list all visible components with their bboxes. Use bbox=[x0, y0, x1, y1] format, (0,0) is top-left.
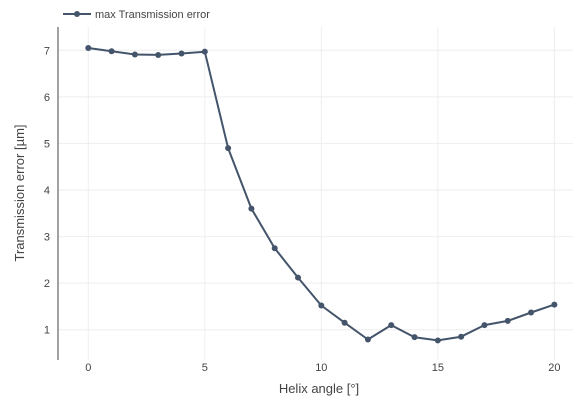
legend[interactable]: max Transmission error bbox=[63, 9, 210, 21]
data-point[interactable] bbox=[201, 48, 208, 55]
gridlines bbox=[58, 27, 573, 360]
x-axis-title: Helix angle [°] bbox=[279, 381, 359, 396]
x-tick-label: 5 bbox=[202, 362, 208, 374]
legend-swatch-marker bbox=[74, 11, 80, 17]
data-point[interactable] bbox=[388, 322, 395, 329]
x-tick-label: 0 bbox=[85, 362, 91, 374]
x-tick-label: 20 bbox=[548, 362, 560, 374]
data-point[interactable] bbox=[504, 317, 511, 324]
y-tick-label: 4 bbox=[44, 185, 50, 197]
data-point[interactable] bbox=[528, 309, 535, 316]
data-point[interactable] bbox=[225, 145, 232, 152]
data-point[interactable] bbox=[155, 51, 162, 58]
y-tick-label: 2 bbox=[44, 278, 50, 290]
data-point[interactable] bbox=[364, 336, 371, 343]
data-point[interactable] bbox=[341, 319, 348, 326]
y-axis-title: Transmission error [µm] bbox=[12, 124, 27, 261]
y-tick-label: 5 bbox=[44, 138, 50, 150]
data-point[interactable] bbox=[85, 44, 92, 51]
data-point[interactable] bbox=[131, 51, 138, 58]
y-tick-label: 7 bbox=[44, 45, 50, 57]
data-point[interactable] bbox=[458, 333, 465, 340]
data-point[interactable] bbox=[434, 337, 441, 344]
data-point[interactable] bbox=[551, 301, 558, 308]
y-tick-labels: 1 2 3 4 5 6 7 bbox=[44, 45, 50, 336]
data-point[interactable] bbox=[178, 50, 185, 57]
legend-label: max Transmission error bbox=[95, 9, 210, 21]
data-point[interactable] bbox=[295, 274, 302, 281]
data-point[interactable] bbox=[318, 302, 325, 309]
x-tick-labels: 0 5 10 15 20 bbox=[85, 362, 560, 374]
data-point[interactable] bbox=[248, 205, 255, 212]
data-point[interactable] bbox=[271, 245, 278, 252]
data-point[interactable] bbox=[481, 322, 488, 329]
x-tick-label: 10 bbox=[315, 362, 327, 374]
data-point[interactable] bbox=[411, 334, 418, 341]
y-tick-label: 1 bbox=[44, 325, 50, 337]
series-group bbox=[85, 44, 558, 344]
data-point[interactable] bbox=[108, 48, 115, 55]
y-tick-label: 6 bbox=[44, 92, 50, 104]
x-tick-label: 15 bbox=[432, 362, 444, 374]
y-tick-label: 3 bbox=[44, 232, 50, 244]
